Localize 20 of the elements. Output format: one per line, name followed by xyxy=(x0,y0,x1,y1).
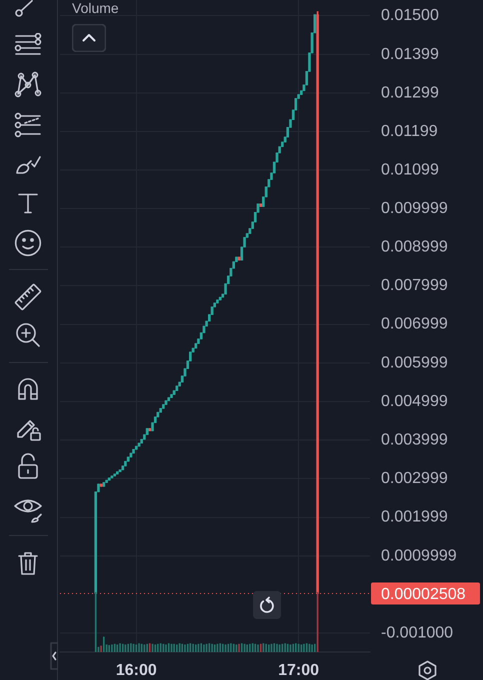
x-tick-label: 16:00 xyxy=(116,662,157,680)
y-tick-label: 0.01500 xyxy=(381,6,439,24)
y-tick-label: 0.006999 xyxy=(381,316,448,333)
y-tick-label: 0.002999 xyxy=(381,470,448,488)
y-tick-label: 0.01299 xyxy=(381,84,439,102)
y-tick-label: 0.0009999 xyxy=(381,547,457,564)
y-tick-label: 0.005999 xyxy=(381,354,448,372)
y-tick-label: 0.01399 xyxy=(381,46,439,63)
x-tick-label: 17:00 xyxy=(278,662,320,680)
y-tick-label: 0.003999 xyxy=(381,432,448,449)
y-tick-label: -0.001000 xyxy=(381,624,454,642)
y-tick-label: 0.004999 xyxy=(381,392,448,410)
ref-line-label: 0.00002508 xyxy=(381,586,466,603)
y-tick-label: 0.01199 xyxy=(381,123,438,140)
y-tick-label: 0.01099 xyxy=(381,162,439,179)
chart-title: Volume xyxy=(72,0,119,16)
y-tick-label: 0.007999 xyxy=(381,277,448,294)
y-tick-label: 0.009999 xyxy=(381,200,448,217)
y-tick-label: 0.001999 xyxy=(381,508,448,526)
y-tick-label: 0.008999 xyxy=(381,238,448,256)
